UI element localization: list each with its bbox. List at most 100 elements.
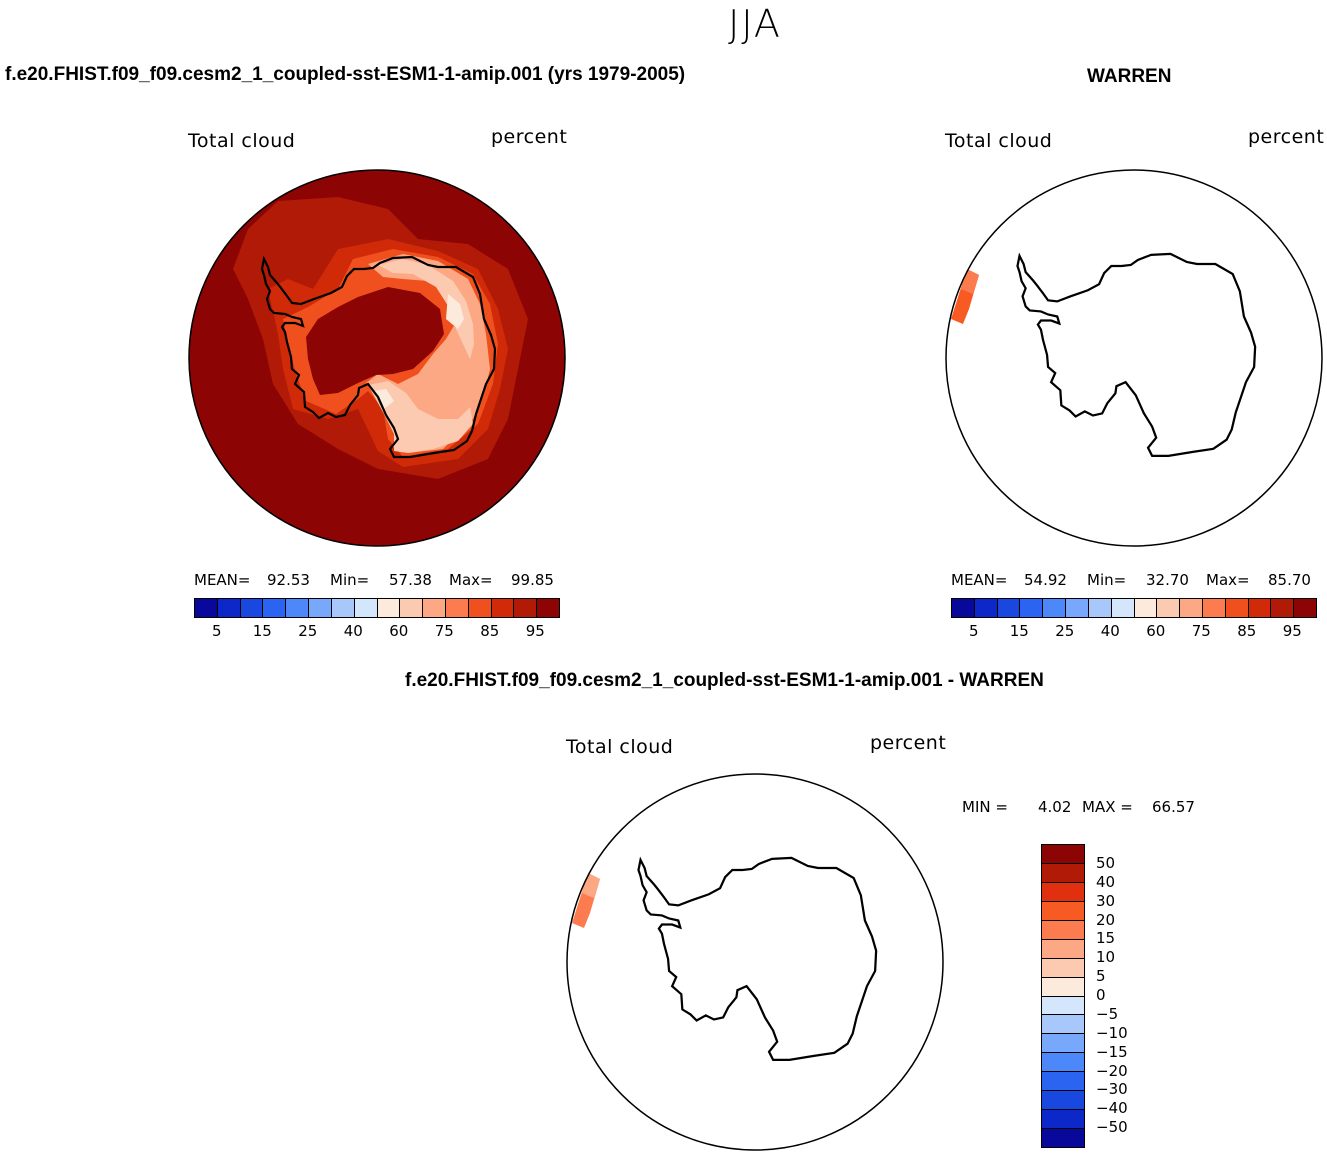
diff-colorbar-swatch xyxy=(1042,1053,1084,1073)
diff-min-label: MIN = xyxy=(962,798,1008,816)
obs-max-value: 85.70 xyxy=(1268,571,1311,589)
model-colorbar-swatch xyxy=(331,599,355,617)
obs-colorbar-tick-label: 40 xyxy=(1100,622,1120,640)
model-min-label: Min= xyxy=(330,571,370,589)
diff-units-label: percent xyxy=(870,732,947,754)
diff-colorbar-swatch xyxy=(1042,958,1084,978)
diff-colorbar-swatch xyxy=(1042,939,1084,959)
obs-colorbar-tick-label: 15 xyxy=(1009,622,1029,640)
model-mean-label: MEAN= xyxy=(194,571,251,589)
model-colorbar-tick-label: 60 xyxy=(389,622,409,640)
model-colorbar-swatch xyxy=(468,599,492,617)
diff-colorbar-tick-label: −30 xyxy=(1096,1080,1128,1099)
model-colorbar-tick-label: 95 xyxy=(525,622,545,640)
model-colorbar-swatch xyxy=(445,599,469,617)
obs-colorbar-swatch xyxy=(1202,599,1226,617)
diff-colorbar-swatch xyxy=(1042,901,1084,921)
model-colorbar-tick-label: 15 xyxy=(252,622,272,640)
model-cloud-low-4 xyxy=(368,381,473,453)
diff-colorbar-swatch xyxy=(1042,1072,1084,1092)
obs-colorbar-swatch xyxy=(1157,599,1181,617)
model-colorbar-swatch xyxy=(400,599,424,617)
model-colorbar-swatch xyxy=(263,599,287,617)
diff-colorbar-swatch xyxy=(1042,863,1084,883)
obs-max-label: Max= xyxy=(1206,571,1250,589)
diff-colorbar-swatch xyxy=(1042,996,1084,1016)
model-max-value: 99.85 xyxy=(511,571,554,589)
model-colorbar-swatch xyxy=(514,599,538,617)
obs-colorbar-swatch xyxy=(1294,599,1316,617)
obs-colorbar-swatch xyxy=(1225,599,1249,617)
diff-colorbar-tick-label: −10 xyxy=(1096,1023,1128,1042)
diff-colorbar-tick-label: 0 xyxy=(1096,986,1106,1004)
model-colorbar-swatch xyxy=(354,599,378,617)
obs-colorbar-swatch xyxy=(1088,599,1112,617)
diff-colorbar-tick-label: 5 xyxy=(1096,967,1106,986)
diff-colorbar-tick-label: 30 xyxy=(1096,891,1116,910)
diff-colorbar-tick-label: −50 xyxy=(1096,1118,1128,1137)
model-colorbar xyxy=(194,598,560,618)
diff-colorbar-swatch xyxy=(1042,1034,1084,1054)
model-polar-map xyxy=(188,169,566,547)
obs-min-value: 32.70 xyxy=(1146,571,1189,589)
obs-colorbar-tick-label: 95 xyxy=(1282,622,1302,640)
diff-polar-map xyxy=(566,773,944,1151)
diff-colorbar-tick-label: −5 xyxy=(1096,1004,1119,1023)
model-colorbar-tick-label: 85 xyxy=(480,622,500,640)
obs-colorbar-swatch xyxy=(997,599,1021,617)
obs-run-title: WARREN xyxy=(1087,66,1172,87)
diff-colorbar-swatch xyxy=(1042,845,1084,864)
diff-colorbar-tick-label: 15 xyxy=(1096,929,1116,948)
diff-colorbar-swatch xyxy=(1042,977,1084,997)
model-colorbar-swatch xyxy=(195,599,218,617)
diff-variable-label: Total cloud xyxy=(566,736,674,758)
diff-colorbar-tick-label: −15 xyxy=(1096,1042,1128,1061)
model-colorbar-swatch xyxy=(309,599,332,617)
diff-max-value: 66.57 xyxy=(1152,798,1195,816)
obs-colorbar-ticks: 5 15 25 40 60 75 85 95 xyxy=(951,622,1315,642)
obs-colorbar-swatch xyxy=(1248,599,1272,617)
model-colorbar-swatch xyxy=(377,599,401,617)
diff-run-title: f.e20.FHIST.f09_f09.cesm2_1_coupled-sst-… xyxy=(405,670,1044,691)
diff-max-label: MAX = xyxy=(1082,798,1133,816)
model-mean-value: 92.53 xyxy=(267,571,310,589)
obs-min-label: Min= xyxy=(1087,571,1127,589)
model-colorbar-tick-label: 5 xyxy=(211,622,222,640)
diff-min-value: 4.02 xyxy=(1038,798,1072,816)
model-colorbar-swatch xyxy=(217,599,241,617)
obs-mean-value: 54.92 xyxy=(1024,571,1067,589)
model-colorbar-tick-label: 40 xyxy=(343,622,363,640)
model-cloud-low-5 xyxy=(373,389,394,409)
model-cloud-low-2 xyxy=(378,259,474,359)
model-colorbar-tick-label: 25 xyxy=(298,622,318,640)
diff-colorbar-tick-label: −40 xyxy=(1096,1099,1128,1118)
obs-colorbar-tick-label: 5 xyxy=(968,622,979,640)
model-min-value: 57.38 xyxy=(389,571,432,589)
obs-colorbar-tick-label: 25 xyxy=(1055,622,1075,640)
model-units-label: percent xyxy=(491,126,568,148)
page-title: JJA xyxy=(728,2,782,46)
diff-colorbar-swatch xyxy=(1042,882,1084,902)
diff-colorbar-tick-label: 20 xyxy=(1096,910,1116,929)
obs-colorbar-swatch xyxy=(1066,599,1089,617)
obs-mean-label: MEAN= xyxy=(951,571,1008,589)
diff-colorbar-swatch xyxy=(1042,1015,1084,1035)
model-variable-label: Total cloud xyxy=(188,130,296,152)
diff-colorbar-swatch xyxy=(1042,1091,1084,1111)
model-colorbar-tick-label: 75 xyxy=(434,622,454,640)
diff-colorbar-tick-label: 50 xyxy=(1096,853,1116,872)
obs-colorbar xyxy=(951,598,1317,618)
model-colorbar-swatch xyxy=(491,599,515,617)
obs-colorbar-swatch xyxy=(952,599,975,617)
obs-colorbar-swatch xyxy=(1271,599,1295,617)
model-colorbar-swatch xyxy=(240,599,264,617)
diff-colorbar-swatch xyxy=(1042,1129,1084,1147)
obs-colorbar-swatch xyxy=(1180,599,1203,617)
obs-colorbar-swatch xyxy=(1020,599,1044,617)
model-colorbar-swatch xyxy=(423,599,446,617)
obs-units-label: percent xyxy=(1248,126,1325,148)
obs-colorbar-swatch xyxy=(1111,599,1135,617)
diff-colorbar xyxy=(1041,844,1085,1148)
diff-colorbar-tick-label: 10 xyxy=(1096,948,1116,967)
obs-colorbar-tick-label: 60 xyxy=(1146,622,1166,640)
